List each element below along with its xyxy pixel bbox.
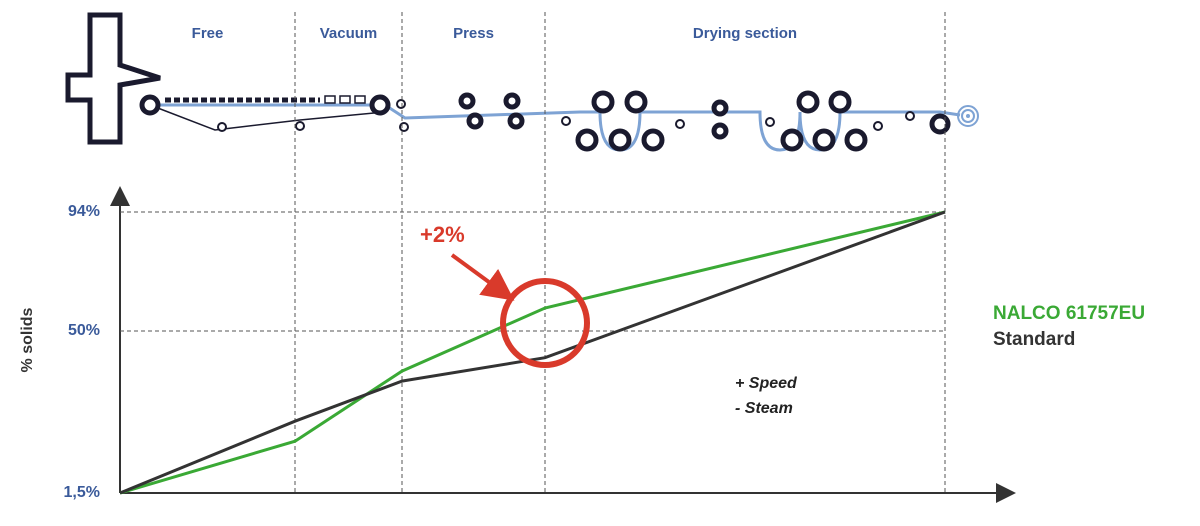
legend-entry: NALCO 61757EU (993, 303, 1145, 324)
y-tick-label: 94% (68, 203, 100, 220)
highlight-circle (500, 278, 590, 368)
section-label: Press (453, 25, 494, 42)
y-tick-label: 1,5% (64, 484, 100, 501)
plot-area (119, 210, 946, 495)
annotation: - Steam (735, 400, 793, 417)
machine-diagram (65, 12, 979, 152)
legend-entry: Standard (993, 329, 1075, 350)
y-tick-label: 50% (68, 322, 100, 339)
annotation: +2% (420, 222, 465, 247)
series-line (119, 210, 946, 495)
section-label: Vacuum (320, 25, 378, 42)
annotation-arrow (450, 253, 515, 301)
section-label: Drying section (693, 25, 797, 42)
series-line (119, 210, 946, 495)
annotation: + Speed (735, 375, 798, 392)
section-label: Free (192, 25, 224, 42)
y-axis-label: % solids (19, 307, 36, 372)
